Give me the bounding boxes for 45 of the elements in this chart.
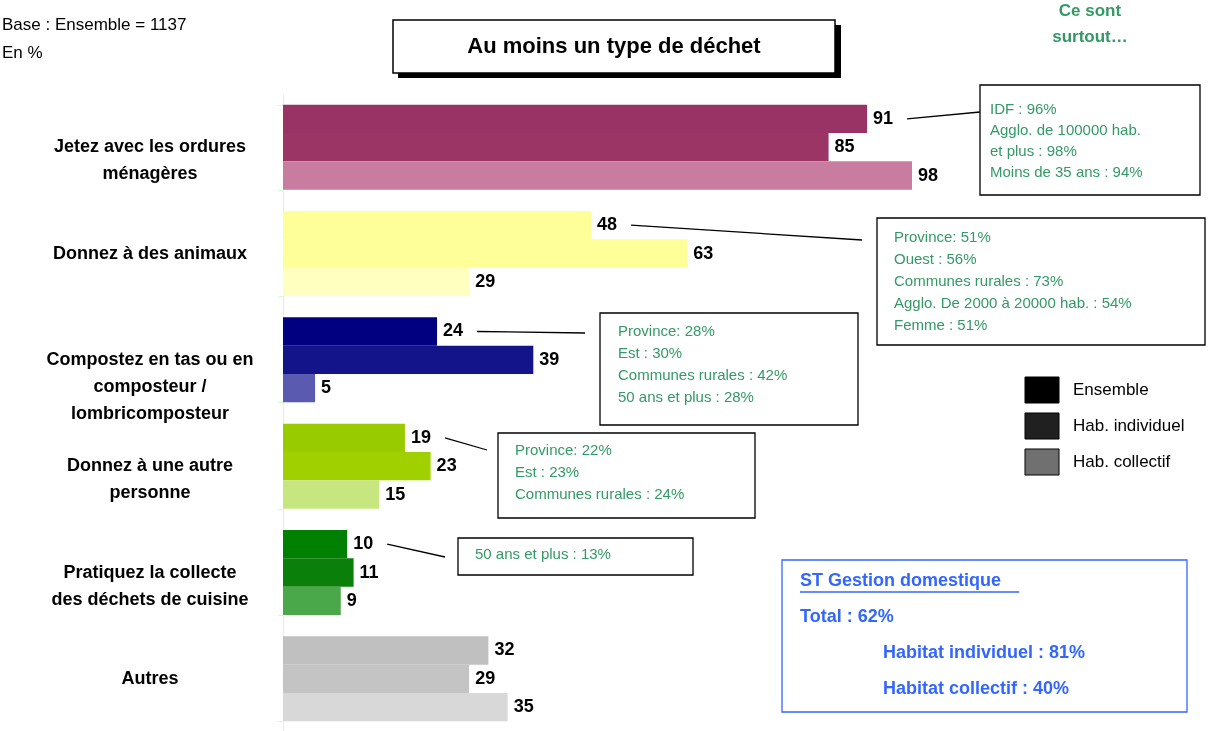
- bar: [283, 693, 508, 722]
- data-label: 9: [346, 589, 357, 610]
- data-label: 39: [539, 348, 560, 369]
- y-tick-label: Autres: [121, 667, 179, 688]
- bar: [283, 317, 438, 346]
- data-label: 98: [918, 164, 939, 185]
- data-label: 23: [436, 455, 457, 476]
- bar: [283, 161, 912, 190]
- annotation: Province: 22% Est : 23% Communes rurales : 24%: [515, 441, 685, 502]
- bar: [283, 374, 316, 403]
- y-tick-label: Compostez en tas ou en composteur / lombricomposteur: [46, 348, 254, 423]
- text: IDF : 96% Agglo. de 100000 hab. et plus : 98% Moins de 35 ans : 94%: [990, 99, 1143, 180]
- annotation: Province: 28% Est : 30% Communes rurales : 42% 50 ans et plus : 28%: [618, 322, 788, 405]
- data-label: 29: [475, 270, 496, 291]
- data-label: 11: [359, 561, 379, 582]
- data-label: 32: [494, 639, 515, 660]
- bar: [283, 345, 534, 375]
- text: Hab. collectif: [1073, 452, 1171, 471]
- data-label: 91: [873, 107, 894, 128]
- data-label: 35: [513, 696, 534, 717]
- annotation: 50 ans et plus : 13%: [475, 545, 611, 562]
- data-label: 85: [834, 136, 855, 157]
- y-tick-label: Donnez à une autre personne: [66, 455, 234, 503]
- data-label: 29: [475, 667, 496, 688]
- annotation: Province: 51% Ouest : 56% Communes rurales : 73% Agglo. De 2000 à 20000 hab. : 54% Femme : 51%: [894, 228, 1132, 333]
- chart-title: Au moins un type de déchet: [467, 33, 762, 58]
- bar: [283, 267, 470, 297]
- text: Base : Ensemble = 1137: [2, 14, 187, 34]
- bar: [283, 480, 380, 509]
- data-label: 63: [693, 242, 714, 263]
- data-label: 19: [410, 426, 431, 447]
- y-tick-label: Pratiquez la collecte des déchets de cuisine: [51, 561, 249, 609]
- data-label: 15: [385, 483, 406, 504]
- bar: [283, 586, 341, 616]
- annotation: ST Gestion domestique Total : 62% Habitat individuel : 81% Habitat collectif : 40%: [800, 570, 1086, 698]
- text: Hab. individuel: [1073, 416, 1185, 435]
- data-label: 48: [597, 214, 618, 235]
- data-label: 24: [443, 320, 464, 341]
- text: Ce sont surtout…: [1052, 1, 1128, 46]
- y-tick-label: Jetez avec les ordures ménagères: [53, 136, 247, 184]
- data-label: 5: [321, 377, 332, 398]
- text: En %: [2, 42, 43, 62]
- text: Ensemble: [1073, 380, 1149, 399]
- data-label: 10: [353, 533, 374, 554]
- y-tick-label: Donnez à des animaux: [52, 242, 248, 263]
